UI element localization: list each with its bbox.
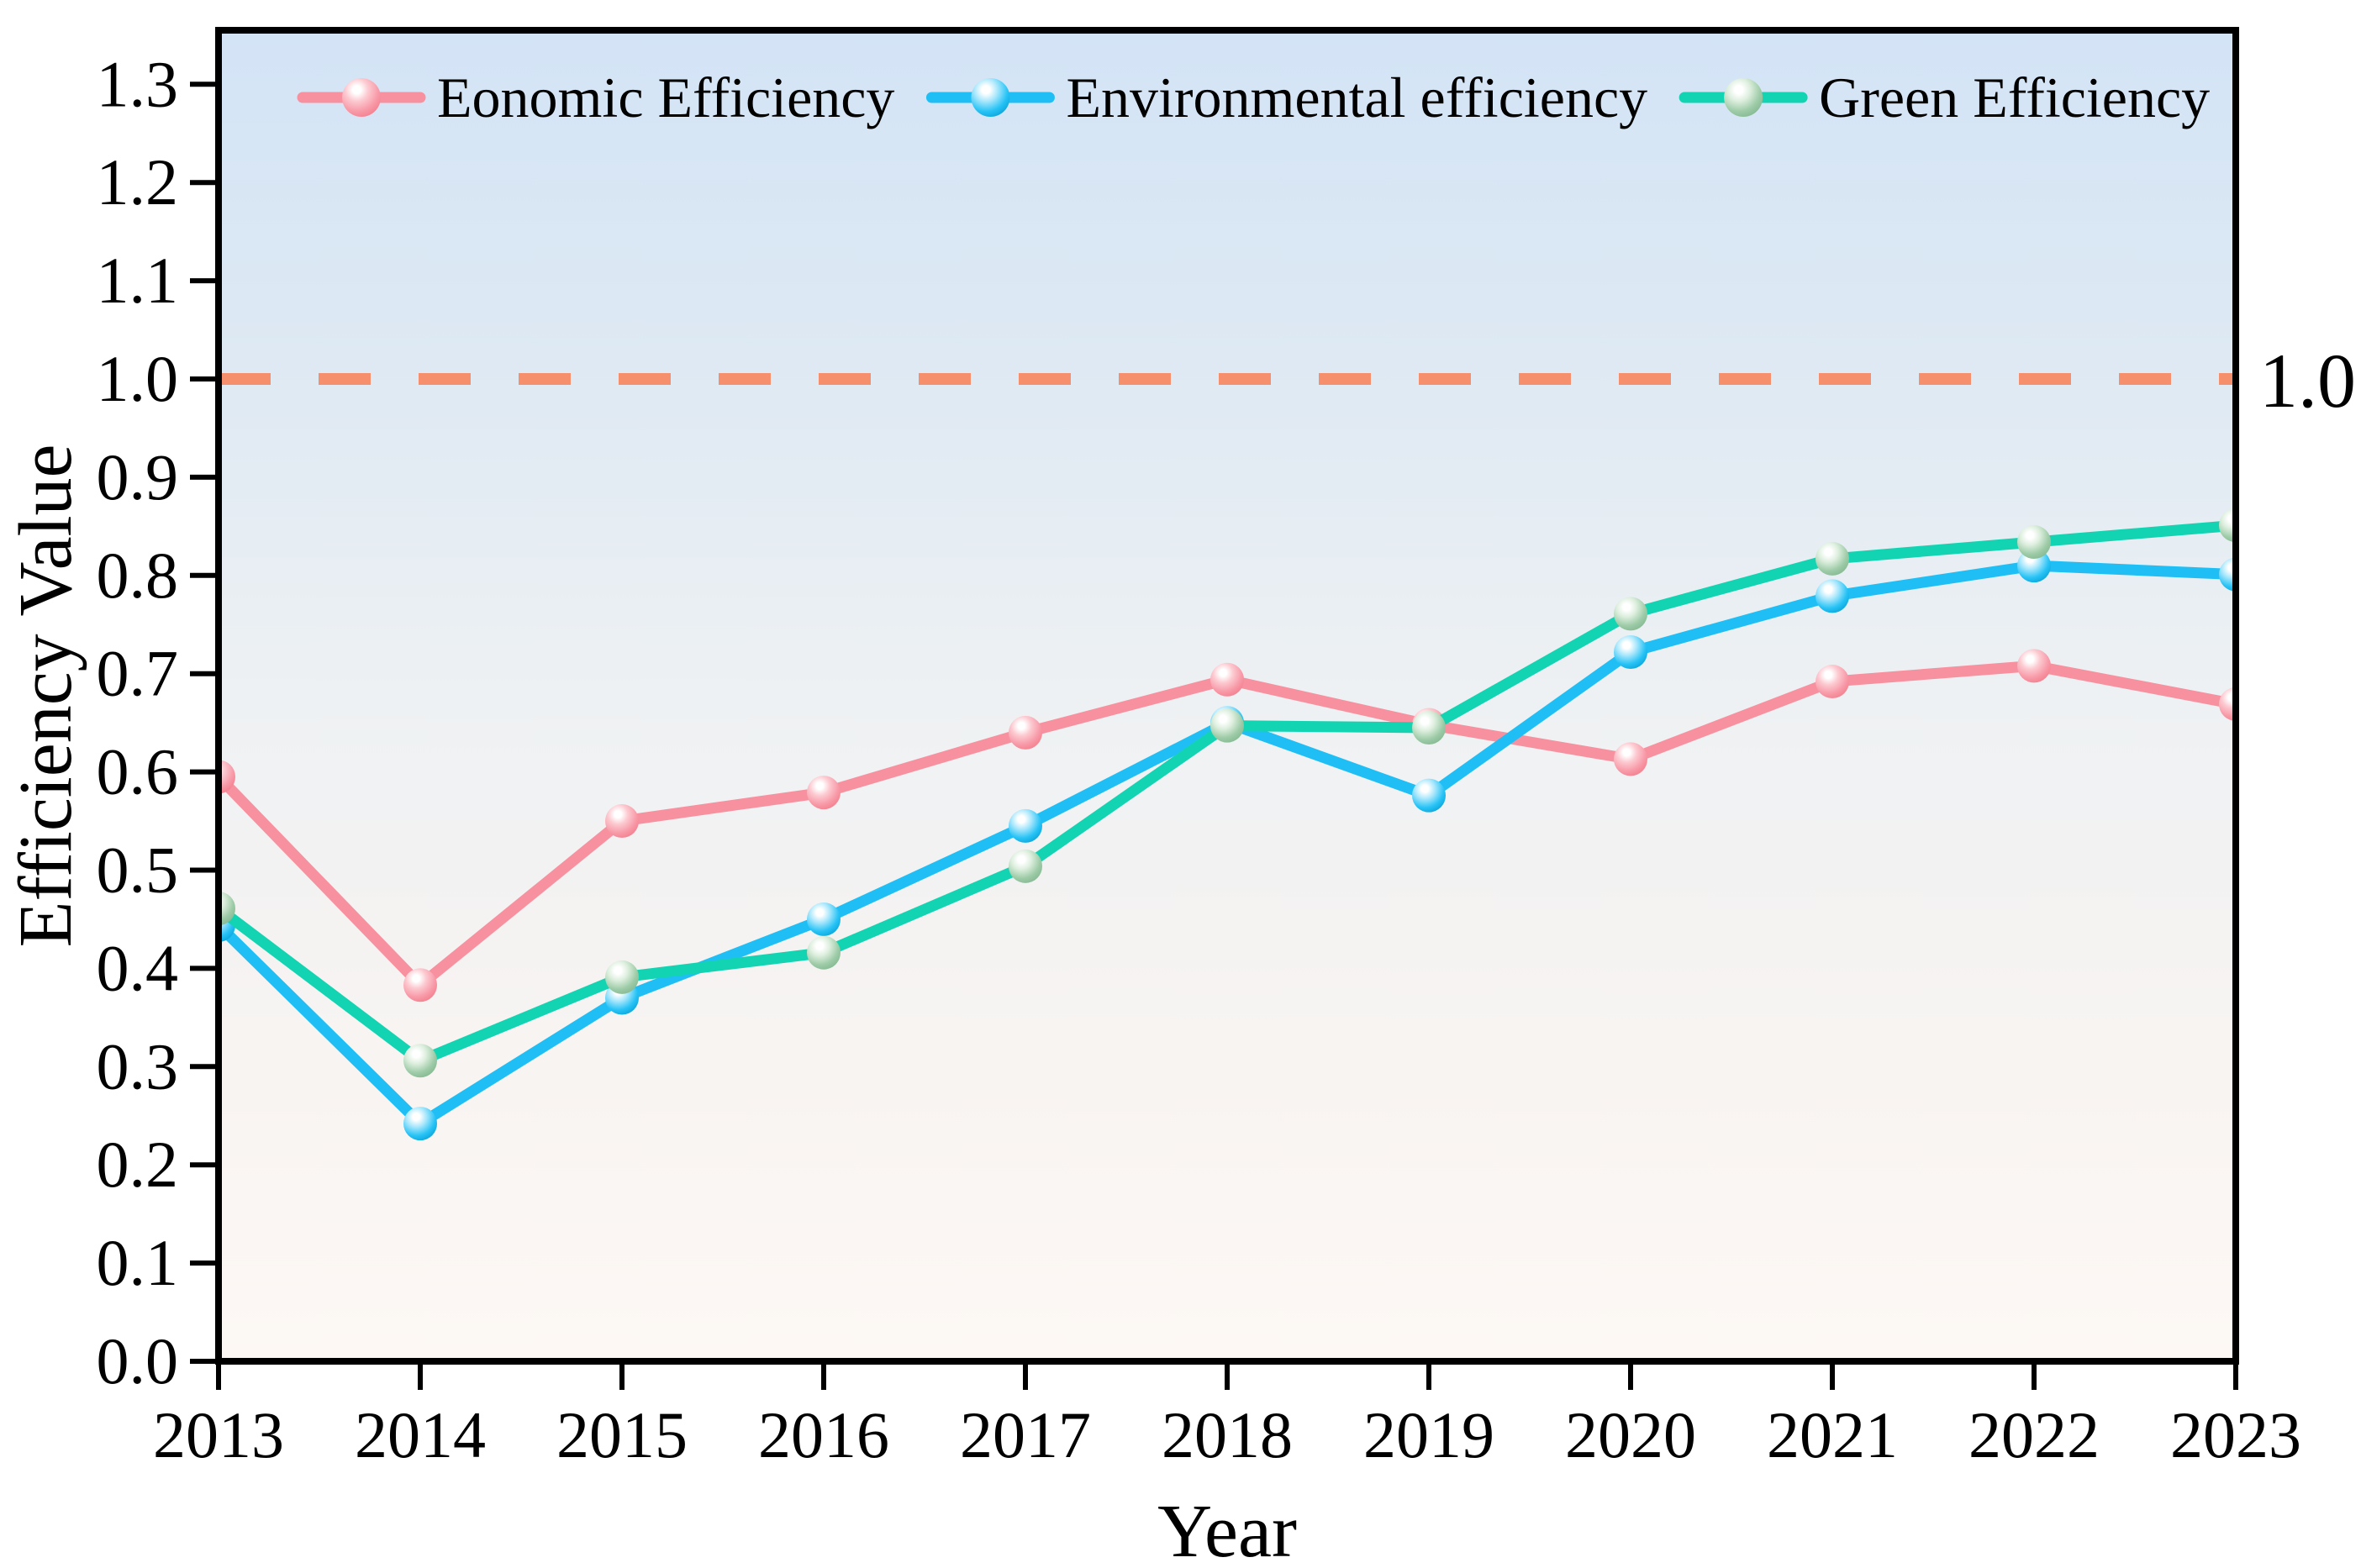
data-point-green-efficiency-2013 bbox=[219, 892, 235, 926]
x-tick-label: 2021 bbox=[1767, 1398, 1898, 1471]
plot-border bbox=[215, 27, 2239, 1365]
x-tick-label: 2022 bbox=[1968, 1398, 2100, 1471]
data-point-green-efficiency-2020 bbox=[1614, 597, 1647, 631]
legend-marker bbox=[1724, 78, 1763, 117]
data-point-environmental-efficiency-2016 bbox=[807, 902, 841, 936]
x-tick-label: 2015 bbox=[556, 1398, 688, 1471]
x-tick-label: 2023 bbox=[2170, 1398, 2301, 1471]
x-tick-label: 2020 bbox=[1565, 1398, 1696, 1471]
x-tick-label: 2013 bbox=[153, 1398, 284, 1471]
legend: Eonomic Efficiency Environmental efficien… bbox=[297, 66, 2210, 129]
legend-item-green-efficiency: Green Efficiency bbox=[1679, 66, 2210, 129]
y-tick-label: 0.3 bbox=[97, 1029, 179, 1102]
data-point-green-efficiency-2023 bbox=[2219, 508, 2236, 543]
data-point-environmental-efficiency-2020 bbox=[1614, 634, 1647, 669]
legend-marker bbox=[342, 78, 381, 117]
y-tick-label: 0.0 bbox=[97, 1324, 179, 1397]
y-axis: 0.0 0.1 0.2 0.3 0.4 0.5 0.6 0.7 0.8 0.9 1.0 1.1 1.2 1… bbox=[97, 47, 215, 1397]
data-point-eonomic-efficiency-2015 bbox=[605, 804, 639, 839]
legend-item-environmental-efficiency: Environmental efficiency bbox=[925, 66, 1647, 129]
legend-label: Green Efficiency bbox=[1819, 66, 2210, 129]
y-tick-label: 1.3 bbox=[97, 47, 179, 120]
data-point-environmental-efficiency-2019 bbox=[1412, 778, 1446, 813]
y-axis-title: Efficiency Value bbox=[4, 445, 87, 948]
data-point-environmental-efficiency-2021 bbox=[1816, 579, 1849, 613]
legend-item-eonomic-efficiency: Eonomic Efficiency bbox=[297, 66, 894, 129]
y-tick-label: 1.0 bbox=[97, 342, 179, 415]
y-tick-label: 0.8 bbox=[97, 539, 179, 612]
data-point-eonomic-efficiency-2020 bbox=[1614, 742, 1647, 776]
y-tick-label: 1.2 bbox=[97, 145, 179, 218]
data-point-environmental-efficiency-2022 bbox=[2017, 549, 2051, 583]
data-point-eonomic-efficiency-2014 bbox=[403, 968, 437, 1002]
x-tick-label: 2018 bbox=[1162, 1398, 1293, 1471]
data-point-eonomic-efficiency-2023 bbox=[2219, 687, 2236, 721]
data-point-green-efficiency-2021 bbox=[1816, 541, 1849, 576]
data-point-environmental-efficiency-2023 bbox=[2219, 557, 2236, 592]
data-point-green-efficiency-2018 bbox=[1210, 708, 1244, 743]
data-point-green-efficiency-2019 bbox=[1412, 710, 1446, 745]
y-tick-label: 1.1 bbox=[97, 244, 179, 317]
plot-generated-content: 2013 2014 2015 2016 2017 2018 2019 2020 2021 2022… bbox=[97, 27, 2301, 1471]
data-point-eonomic-efficiency-2013 bbox=[219, 760, 235, 794]
y-tick-label: 0.2 bbox=[97, 1128, 179, 1201]
data-point-green-efficiency-2017 bbox=[1009, 849, 1042, 883]
y-tick-label: 0.1 bbox=[97, 1226, 179, 1299]
legend-label: Eonomic Efficiency bbox=[437, 66, 894, 129]
series-eonomic-efficiency bbox=[219, 649, 2236, 1002]
reference-line-label: 1.0 bbox=[2259, 338, 2356, 424]
y-tick-label: 0.9 bbox=[97, 440, 179, 513]
data-point-environmental-efficiency-2017 bbox=[1009, 808, 1042, 843]
series-green-efficiency bbox=[219, 508, 2236, 1078]
x-tick-label: 2017 bbox=[960, 1398, 1091, 1471]
data-point-environmental-efficiency-2014 bbox=[403, 1107, 437, 1141]
data-point-eonomic-efficiency-2016 bbox=[807, 776, 841, 810]
data-point-eonomic-efficiency-2022 bbox=[2017, 649, 2051, 683]
x-axis: 2013 2014 2015 2016 2017 2018 2019 2020 2021 2022… bbox=[153, 1365, 2301, 1471]
data-point-green-efficiency-2014 bbox=[403, 1044, 437, 1078]
y-tick-label: 0.4 bbox=[97, 931, 179, 1004]
y-tick-label: 0.5 bbox=[97, 833, 179, 906]
x-tick-label: 2019 bbox=[1363, 1398, 1494, 1471]
data-point-eonomic-efficiency-2017 bbox=[1009, 715, 1042, 750]
y-tick-label: 0.7 bbox=[97, 637, 179, 710]
x-tick-label: 2016 bbox=[758, 1398, 889, 1471]
data-point-eonomic-efficiency-2021 bbox=[1816, 665, 1849, 699]
data-point-green-efficiency-2016 bbox=[807, 935, 841, 970]
legend-marker bbox=[971, 78, 1010, 117]
data-point-green-efficiency-2015 bbox=[605, 960, 639, 994]
data-point-eonomic-efficiency-2018 bbox=[1210, 662, 1244, 697]
x-tick-label: 2014 bbox=[355, 1398, 486, 1471]
data-point-green-efficiency-2022 bbox=[2017, 525, 2051, 560]
y-tick-label: 0.6 bbox=[97, 735, 179, 808]
x-axis-title: Year bbox=[1157, 1490, 1297, 1568]
legend-label: Environmental efficiency bbox=[1066, 66, 1647, 129]
